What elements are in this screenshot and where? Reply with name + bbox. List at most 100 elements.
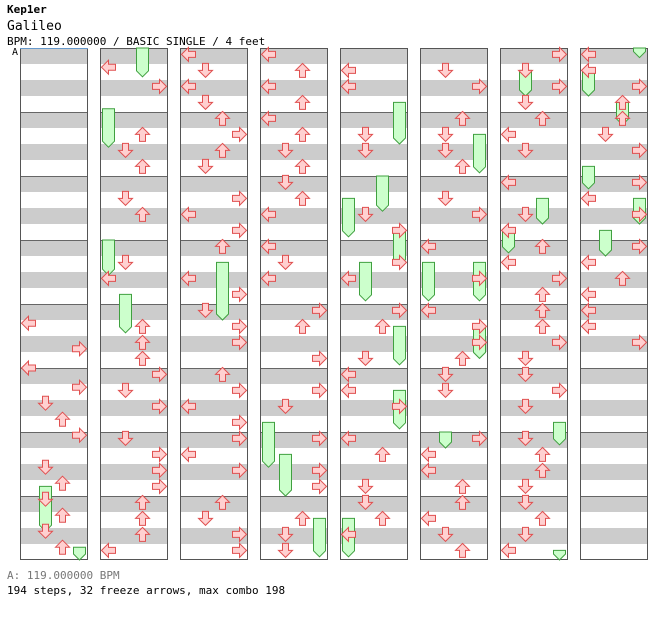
beat-stripe [260, 80, 328, 96]
beat-stripe [580, 400, 648, 416]
arrow-right [232, 430, 248, 447]
arrow-up [534, 462, 551, 478]
arrow-left [500, 542, 516, 559]
beat-stripe [580, 48, 648, 64]
arrow-left [500, 174, 516, 191]
arrow-left [340, 270, 356, 287]
beat-stripe [420, 496, 488, 512]
beat-stripe [580, 432, 648, 448]
arrow-down [37, 491, 54, 507]
arrow-right [72, 378, 88, 396]
freeze-arrow-up [536, 197, 549, 225]
beat-stripe [340, 176, 408, 192]
beat-stripe [100, 496, 168, 512]
beat-stripe [580, 304, 648, 320]
beat-stripe [100, 240, 168, 256]
beat-stripe [420, 432, 488, 448]
arrow-right [472, 334, 488, 351]
arrow-right [232, 462, 248, 479]
freeze-arrow-down [119, 293, 132, 334]
column-border [100, 48, 168, 560]
beat-stripe [500, 400, 568, 416]
column-border [180, 48, 248, 560]
beat-stripe [500, 368, 568, 384]
beat-stripe [260, 400, 328, 416]
beat-stripe [340, 80, 408, 96]
beat-stripe [180, 304, 248, 320]
arrow-right [552, 270, 568, 287]
beat-stripe [420, 208, 488, 224]
beat-stripe [420, 112, 488, 128]
beat-stripe [580, 272, 648, 288]
arrow-right [232, 126, 248, 143]
column-border [500, 48, 568, 560]
arrow-up [54, 475, 71, 491]
beat-stripe [420, 528, 488, 544]
freeze-arrow-up [136, 47, 149, 78]
arrow-up [214, 366, 231, 382]
beat-stripe [420, 176, 488, 192]
beat-stripe [20, 272, 88, 288]
arrow-right [312, 430, 328, 447]
beat-stripe [340, 496, 408, 512]
arrow-down [197, 158, 214, 175]
arrow-down [437, 366, 454, 383]
arrow-down [517, 366, 534, 383]
arrow-up [534, 318, 551, 334]
beat-stripe [580, 528, 648, 544]
beat-stripe [100, 176, 168, 192]
arrow-right [392, 398, 408, 415]
arrow-up [134, 334, 151, 350]
arrow-up [374, 318, 391, 334]
arrow-up [454, 478, 471, 494]
arrow-down [117, 382, 134, 399]
arrow-left [500, 222, 516, 239]
beat-stripe [500, 208, 568, 224]
freeze-arrow-right [313, 517, 326, 558]
beat-stripe [180, 368, 248, 384]
freeze-arrow-down [599, 229, 612, 257]
beat-stripe [180, 400, 248, 416]
beat-stripe [420, 464, 488, 480]
beat-stripe [20, 240, 88, 256]
arrow-down [277, 254, 294, 271]
arrow-down [197, 302, 214, 319]
beat-stripe [340, 464, 408, 480]
arrow-left [580, 254, 596, 271]
column-border [420, 48, 488, 560]
arrow-left [580, 286, 596, 303]
beat-stripe [260, 496, 328, 512]
arrow-up [614, 270, 631, 286]
freeze-arrow-down [359, 261, 372, 302]
arrow-left [260, 46, 276, 63]
freeze-arrow-down [439, 431, 452, 449]
arrow-up [134, 526, 151, 542]
arrow-right [312, 350, 328, 367]
beat-stripe [340, 528, 408, 544]
beat-stripe [580, 80, 648, 96]
arrow-right [552, 78, 568, 95]
arrow-down [517, 142, 534, 159]
arrow-up [614, 110, 631, 126]
beat-stripe [340, 368, 408, 384]
beat-stripe [180, 176, 248, 192]
arrow-left [20, 314, 36, 332]
arrow-left [500, 126, 516, 143]
arrow-up [134, 494, 151, 510]
beat-stripe [180, 336, 248, 352]
arrow-down [517, 398, 534, 415]
arrow-down [37, 523, 54, 539]
freeze-arrow-up [376, 175, 389, 212]
beat-stripe [340, 432, 408, 448]
arrow-right [232, 542, 248, 559]
freeze-arrow-right [553, 421, 566, 446]
beat-stripe [100, 400, 168, 416]
arrow-right [232, 526, 248, 543]
arrow-up [534, 238, 551, 254]
arrow-down [197, 94, 214, 111]
beat-stripe [20, 400, 88, 416]
freeze-arrow-right [553, 549, 566, 561]
arrow-down [517, 430, 534, 447]
arrow-left [100, 542, 116, 559]
freeze-arrow-right [633, 47, 646, 59]
